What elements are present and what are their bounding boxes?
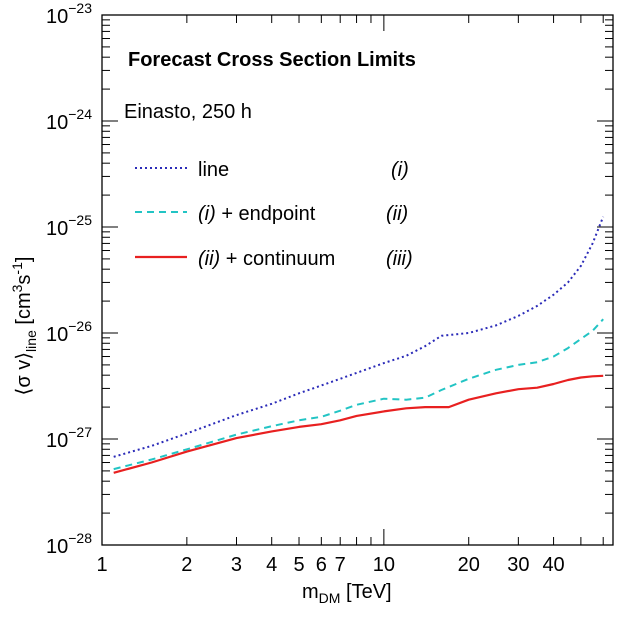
- y-tick-label: 10−25: [46, 212, 92, 240]
- legend-label-endpoint: (i) + endpoint: [198, 203, 316, 225]
- x-tick-label: 30: [507, 554, 529, 576]
- y-tick-label: 10−26: [46, 318, 92, 346]
- legend-tag-endpoint: (ii): [386, 203, 408, 225]
- chart-subtitle: Einasto, 250 h: [124, 101, 252, 123]
- legend: line (i) (i) + endpoint (ii) (ii) + cont…: [135, 159, 413, 270]
- series-1-line: [113, 216, 605, 458]
- x-tick-label: 7: [335, 554, 346, 576]
- legend-label-line: line: [198, 159, 229, 181]
- x-tick-label: 4: [266, 554, 277, 576]
- x-axis-label: mDM [TeV]: [302, 581, 392, 606]
- legend-tag-continuum: (iii): [386, 248, 413, 270]
- y-tick-label: 10−28: [46, 530, 92, 558]
- legend-label-continuum: (ii) + continuum: [198, 248, 335, 270]
- x-tick-label: 40: [542, 554, 564, 576]
- x-tick-label: 6: [316, 554, 327, 576]
- x-tick-label: 2: [181, 554, 192, 576]
- x-tick-label: 5: [293, 554, 304, 576]
- series-3-line: [113, 374, 604, 474]
- plot-frame: [101, 14, 614, 546]
- x-tick-label: 3: [231, 554, 242, 576]
- x-tick-label: 10: [373, 554, 395, 576]
- x-tick-label: 1: [96, 554, 107, 576]
- y-tick-label: 10−27: [46, 424, 92, 452]
- series-2-line: [113, 318, 604, 471]
- y-axis-label: ⟨σ v⟩line [cm3s-1]: [9, 257, 39, 396]
- y-tick-label: 10−23: [46, 0, 92, 28]
- series-lines: [113, 216, 605, 474]
- axis-ticks: 1 2 3 4 5 6 7 10 20 30 40 10−28 10−27 10−26 10−25 10−24…: [46, 0, 613, 576]
- x-tick-label: 20: [458, 554, 480, 576]
- chart-title: Forecast Cross Section Limits: [128, 49, 416, 71]
- y-tick-label: 10−24: [46, 106, 92, 134]
- plot-area-border: [101, 14, 614, 546]
- legend-tag-line: (i): [391, 159, 409, 181]
